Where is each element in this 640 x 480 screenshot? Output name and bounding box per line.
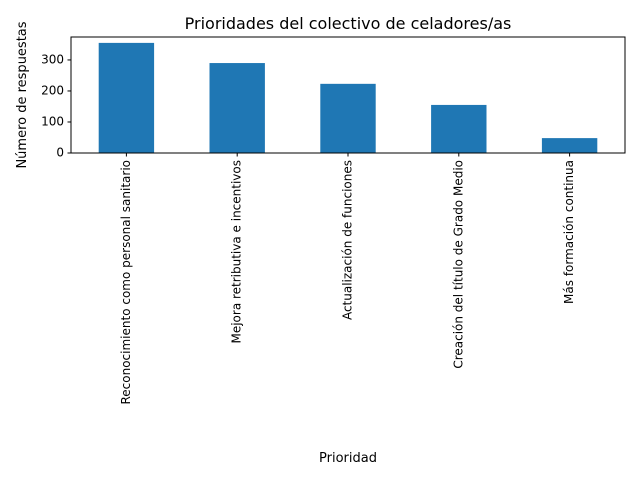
y-tick-label: 300 — [41, 52, 64, 66]
chart-title: Prioridades del colectivo de celadores/a… — [185, 14, 512, 33]
bar — [98, 42, 155, 153]
bar — [431, 104, 487, 153]
y-tick-label: 200 — [41, 83, 64, 97]
plot-frame — [70, 36, 626, 154]
y-tick-label: 0 — [56, 146, 64, 160]
x-tick-label: Más formación continua — [562, 160, 576, 304]
y-axis-label: Número de respuestas — [15, 21, 30, 168]
x-tick-label: Actualización de funciones — [341, 160, 355, 320]
x-tick-label: Reconocimiento como personal sanitario — [119, 160, 133, 405]
bar — [320, 83, 376, 153]
x-axis-label: Prioridad — [319, 451, 377, 466]
bar — [209, 63, 265, 153]
x-tick-label: Mejora retributiva e incentivos — [230, 160, 244, 344]
x-tick-label: Creación del título de Grado Medio — [451, 160, 465, 369]
y-tick-label: 100 — [41, 114, 64, 128]
bar — [541, 138, 598, 153]
